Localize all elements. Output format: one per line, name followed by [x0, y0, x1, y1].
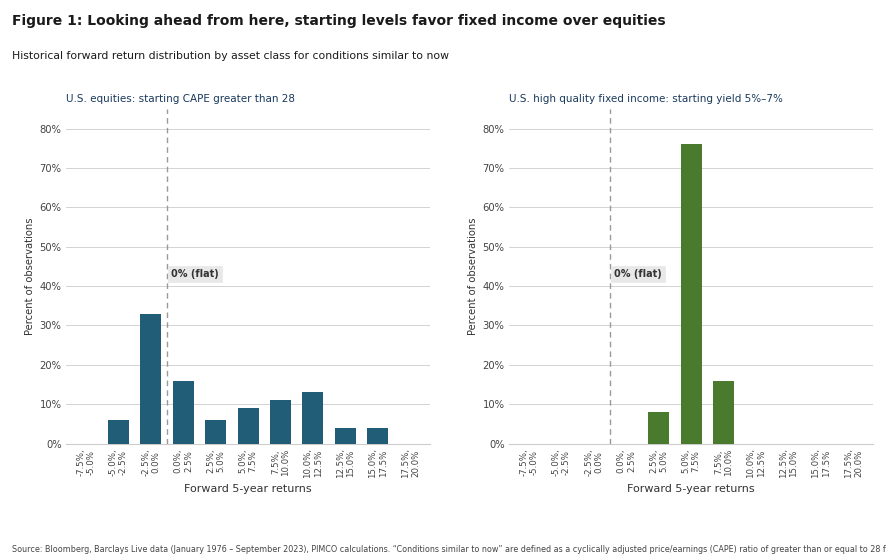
Bar: [108, 420, 128, 444]
Bar: [173, 381, 194, 444]
Bar: [713, 381, 734, 444]
Text: U.S. high quality fixed income: starting yield 5%–7%: U.S. high quality fixed income: starting…: [509, 94, 783, 104]
Bar: [680, 145, 702, 444]
Text: Source: Bloomberg, Barclays Live data (January 1976 – September 2023), PIMCO cal: Source: Bloomberg, Barclays Live data (J…: [12, 545, 886, 554]
Bar: [368, 428, 388, 444]
Bar: [140, 314, 161, 444]
Bar: [270, 400, 291, 444]
X-axis label: Forward 5-year returns: Forward 5-year returns: [184, 484, 312, 494]
Text: Figure 1: Looking ahead from here, starting levels favor fixed income over equit: Figure 1: Looking ahead from here, start…: [12, 14, 665, 28]
Text: 0% (flat): 0% (flat): [171, 270, 219, 279]
Text: U.S. equities: starting CAPE greater than 28: U.S. equities: starting CAPE greater tha…: [66, 94, 295, 104]
Bar: [205, 420, 226, 444]
Bar: [302, 392, 323, 444]
Text: Historical forward return distribution by asset class for conditions similar to : Historical forward return distribution b…: [12, 51, 448, 61]
Y-axis label: Percent of observations: Percent of observations: [469, 218, 478, 335]
Bar: [237, 408, 259, 444]
Text: 0% (flat): 0% (flat): [614, 270, 662, 279]
Bar: [335, 428, 356, 444]
Y-axis label: Percent of observations: Percent of observations: [26, 218, 35, 335]
Bar: [648, 412, 669, 444]
X-axis label: Forward 5-year returns: Forward 5-year returns: [627, 484, 755, 494]
